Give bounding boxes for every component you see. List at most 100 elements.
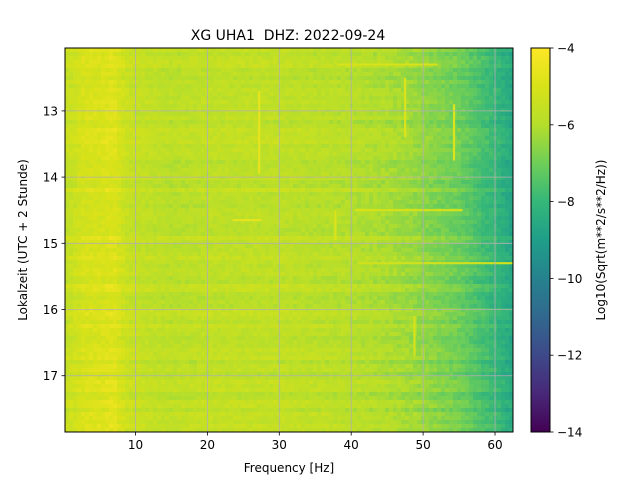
heatmap-cell <box>125 76 130 81</box>
heatmap-cell <box>309 108 314 113</box>
heatmap-cell <box>101 100 106 105</box>
heatmap-cell <box>269 220 274 225</box>
heatmap-cell <box>201 168 206 173</box>
heatmap-cell <box>509 216 513 221</box>
heatmap-cell <box>297 128 302 133</box>
heatmap-cell <box>257 64 262 69</box>
heatmap-cell <box>505 204 510 209</box>
heatmap-cell <box>69 184 74 189</box>
heatmap-cell <box>369 168 374 173</box>
heatmap-cell <box>389 80 394 85</box>
heatmap-cell <box>461 84 466 89</box>
heatmap-cell <box>417 160 422 165</box>
heatmap-cell <box>469 172 474 177</box>
heatmap-cell <box>293 164 298 169</box>
heatmap-cell <box>145 132 150 137</box>
heatmap-cell <box>457 152 462 157</box>
heatmap-cell <box>225 200 230 205</box>
heatmap-cell <box>149 152 154 157</box>
heatmap-cell <box>245 72 250 77</box>
heatmap-cell <box>121 212 126 217</box>
heatmap-cell <box>121 152 126 157</box>
heatmap-cell <box>269 216 274 221</box>
heatmap-cell <box>317 200 322 205</box>
heatmap-cell <box>221 216 226 221</box>
heatmap-cell <box>225 48 230 53</box>
heatmap-cell <box>113 192 118 197</box>
heatmap-cell <box>417 72 422 77</box>
heatmap-cell <box>69 188 74 193</box>
heatmap-cell <box>445 164 450 169</box>
heatmap-cell <box>441 116 446 121</box>
heatmap-cell <box>185 192 190 197</box>
heatmap-cell <box>453 132 458 137</box>
heatmap-cell <box>305 168 310 173</box>
heatmap-cell <box>469 76 474 81</box>
heatmap-cell <box>209 192 214 197</box>
heatmap-cell <box>221 188 226 193</box>
heatmap-cell <box>157 100 162 105</box>
heatmap-cell <box>365 92 370 97</box>
heatmap-cell <box>137 180 142 185</box>
heatmap-cell <box>169 92 174 97</box>
heatmap-cell <box>353 136 358 141</box>
heatmap-cell <box>241 88 246 93</box>
heatmap-cell <box>449 200 454 205</box>
heatmap-cell <box>73 108 78 113</box>
heatmap-cell <box>221 116 226 121</box>
heatmap-cell <box>325 80 330 85</box>
heatmap-cell <box>149 72 154 77</box>
heatmap-cell <box>121 128 126 133</box>
heatmap-cell <box>301 160 306 165</box>
heatmap-cell <box>125 128 130 133</box>
heatmap-cell <box>69 196 74 201</box>
heatmap-cell <box>417 116 422 121</box>
heatmap-cell <box>305 184 310 189</box>
heatmap-cell <box>309 120 314 125</box>
heatmap-cell <box>473 64 478 69</box>
heatmap-cell <box>345 72 350 77</box>
heatmap-cell <box>389 144 394 149</box>
heatmap-cell <box>485 132 490 137</box>
heatmap-cell <box>141 120 146 125</box>
heatmap-cell <box>453 220 458 225</box>
heatmap-cell <box>357 164 362 169</box>
heatmap-cell <box>297 200 302 205</box>
heatmap-cell <box>189 108 194 113</box>
heatmap-cell <box>333 112 338 117</box>
heatmap-cell <box>237 184 242 189</box>
heatmap-cell <box>185 136 190 141</box>
heatmap-cell <box>101 76 106 81</box>
heatmap-cell <box>289 124 294 129</box>
heatmap-cell <box>341 116 346 121</box>
heatmap-cell <box>393 48 398 53</box>
heatmap-cell <box>397 204 402 209</box>
heatmap-cell <box>177 160 182 165</box>
heatmap-cell <box>393 68 398 73</box>
heatmap-cell <box>501 184 506 189</box>
heatmap-cell <box>497 160 502 165</box>
heatmap-cell <box>81 184 86 189</box>
heatmap-cell <box>325 224 330 229</box>
heatmap-cell <box>69 208 74 213</box>
heatmap-cell <box>317 52 322 57</box>
heatmap-cell <box>245 200 250 205</box>
heatmap-cell <box>309 64 314 69</box>
heatmap-cell <box>137 68 142 73</box>
heatmap-cell <box>337 84 342 89</box>
heatmap-cell <box>473 196 478 201</box>
heatmap-cell <box>317 108 322 113</box>
heatmap-cell <box>445 156 450 161</box>
heatmap-cell <box>321 112 326 117</box>
heatmap-cell <box>397 176 402 181</box>
heatmap-cell <box>317 96 322 101</box>
heatmap-cell <box>93 200 98 205</box>
heatmap-cell <box>281 144 286 149</box>
heatmap-cell <box>341 144 346 149</box>
heatmap-cell <box>309 80 314 85</box>
heatmap-cell <box>313 88 318 93</box>
heatmap-cell <box>497 156 502 161</box>
heatmap-cell <box>497 120 502 125</box>
heatmap-cell <box>405 192 410 197</box>
heatmap-cell <box>169 172 174 177</box>
